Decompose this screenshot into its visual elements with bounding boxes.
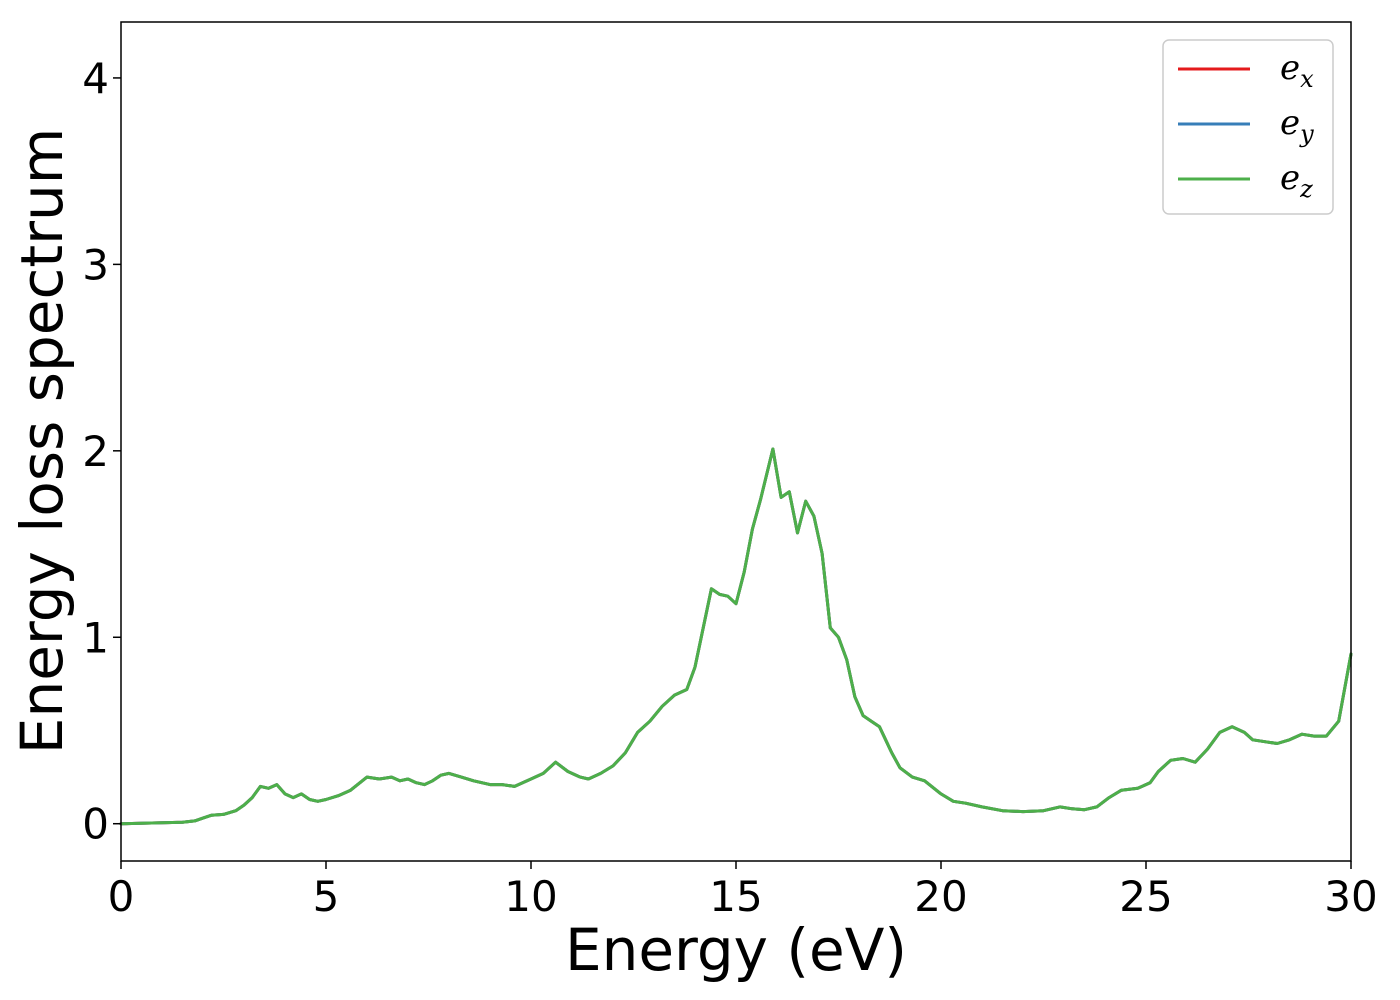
legend-label-base: e [1280,103,1300,143]
y-tick-label: 3 [82,240,109,289]
x-axis-label: Energy (eV) [565,916,907,984]
x-tick-label: 15 [709,872,762,921]
y-tick-label: 1 [82,613,109,662]
legend-label-subscript: y [1299,120,1314,148]
y-tick-label: 4 [82,54,109,103]
x-tick-label: 5 [313,872,340,921]
y-tick-label: 2 [82,427,109,476]
legend-label-base: e [1280,48,1300,88]
series-line-e-z [119,447,1353,826]
legend-label-subscript: x [1300,65,1314,93]
series-line-e-x [119,447,1353,826]
legend-label-subscript: z [1299,175,1313,203]
legend-label: ey [1280,103,1314,148]
y-tick-label: 0 [82,800,109,849]
series-layer [119,447,1353,826]
x-tick-label: 25 [1119,872,1172,921]
x-tick-label: 0 [108,872,135,921]
legend-label: ex [1280,48,1314,93]
x-axis-ticks: 0 5 10 15 20 25 30 [108,861,1378,921]
x-tick-label: 30 [1324,872,1377,921]
x-tick-label: 20 [914,872,967,921]
x-tick-label: 10 [504,872,557,921]
series-line-e-y [119,447,1353,826]
legend-box [1162,39,1334,215]
legend-label: ez [1280,158,1313,203]
y-axis-label: Energy loss spectrum [8,128,76,754]
legend-label-base: e [1280,158,1300,198]
y-axis-ticks: 0 1 2 3 4 [82,54,121,849]
